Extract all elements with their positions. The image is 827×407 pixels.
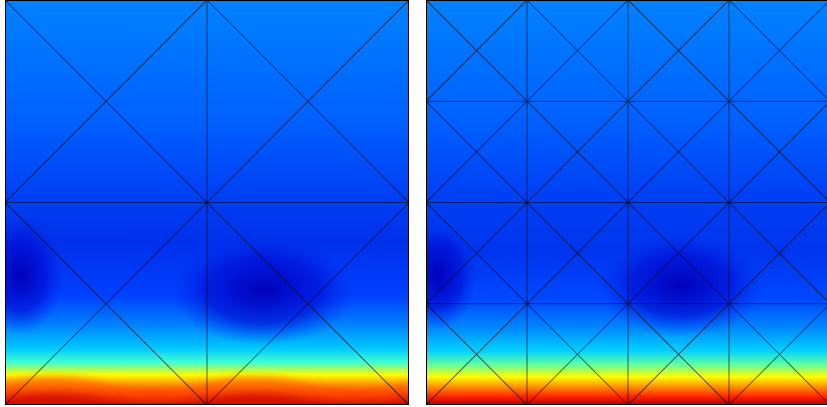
mesh-edge-diagonal (206, 0, 409, 203)
mesh-edge-diagonal (728, 103, 827, 203)
mesh-lines (5, 0, 409, 405)
contour-panel-refined-mesh (426, 0, 827, 405)
contour-panel-coarse-mesh (5, 0, 409, 405)
mesh-edge-diagonal (426, 202, 528, 305)
mesh-edge-diagonal (526, 303, 629, 405)
mesh-edge-diagonal (728, 306, 827, 405)
mesh-edge-diagonal (206, 202, 409, 405)
mesh-edge-diagonal (627, 100, 730, 203)
low-value-region (596, 233, 766, 337)
mesh-edge-diagonal (526, 100, 629, 203)
mesh-edge-diagonal (627, 0, 730, 102)
mesh-edge-diagonal (728, 204, 827, 305)
mesh-edge-diagonal (627, 303, 730, 405)
mesh-edge-diagonal (526, 0, 629, 102)
panel-border (426, 0, 827, 405)
mesh-edge-diagonal (526, 202, 629, 305)
mesh-edge-diagonal (728, 2, 827, 102)
low-value-region (168, 235, 358, 345)
mesh-edge-diagonal (426, 0, 528, 102)
mesh-edge-diagonal (5, 0, 208, 203)
panel-border (5, 0, 409, 405)
mesh-edge-diagonal (426, 303, 528, 405)
mesh-lines (426, 0, 827, 405)
mesh-edge-diagonal (627, 202, 730, 305)
low-value-region (426, 220, 478, 330)
mesh-edge-diagonal (426, 100, 528, 203)
low-value-region (5, 215, 65, 335)
mesh-edge-diagonal (5, 202, 208, 405)
